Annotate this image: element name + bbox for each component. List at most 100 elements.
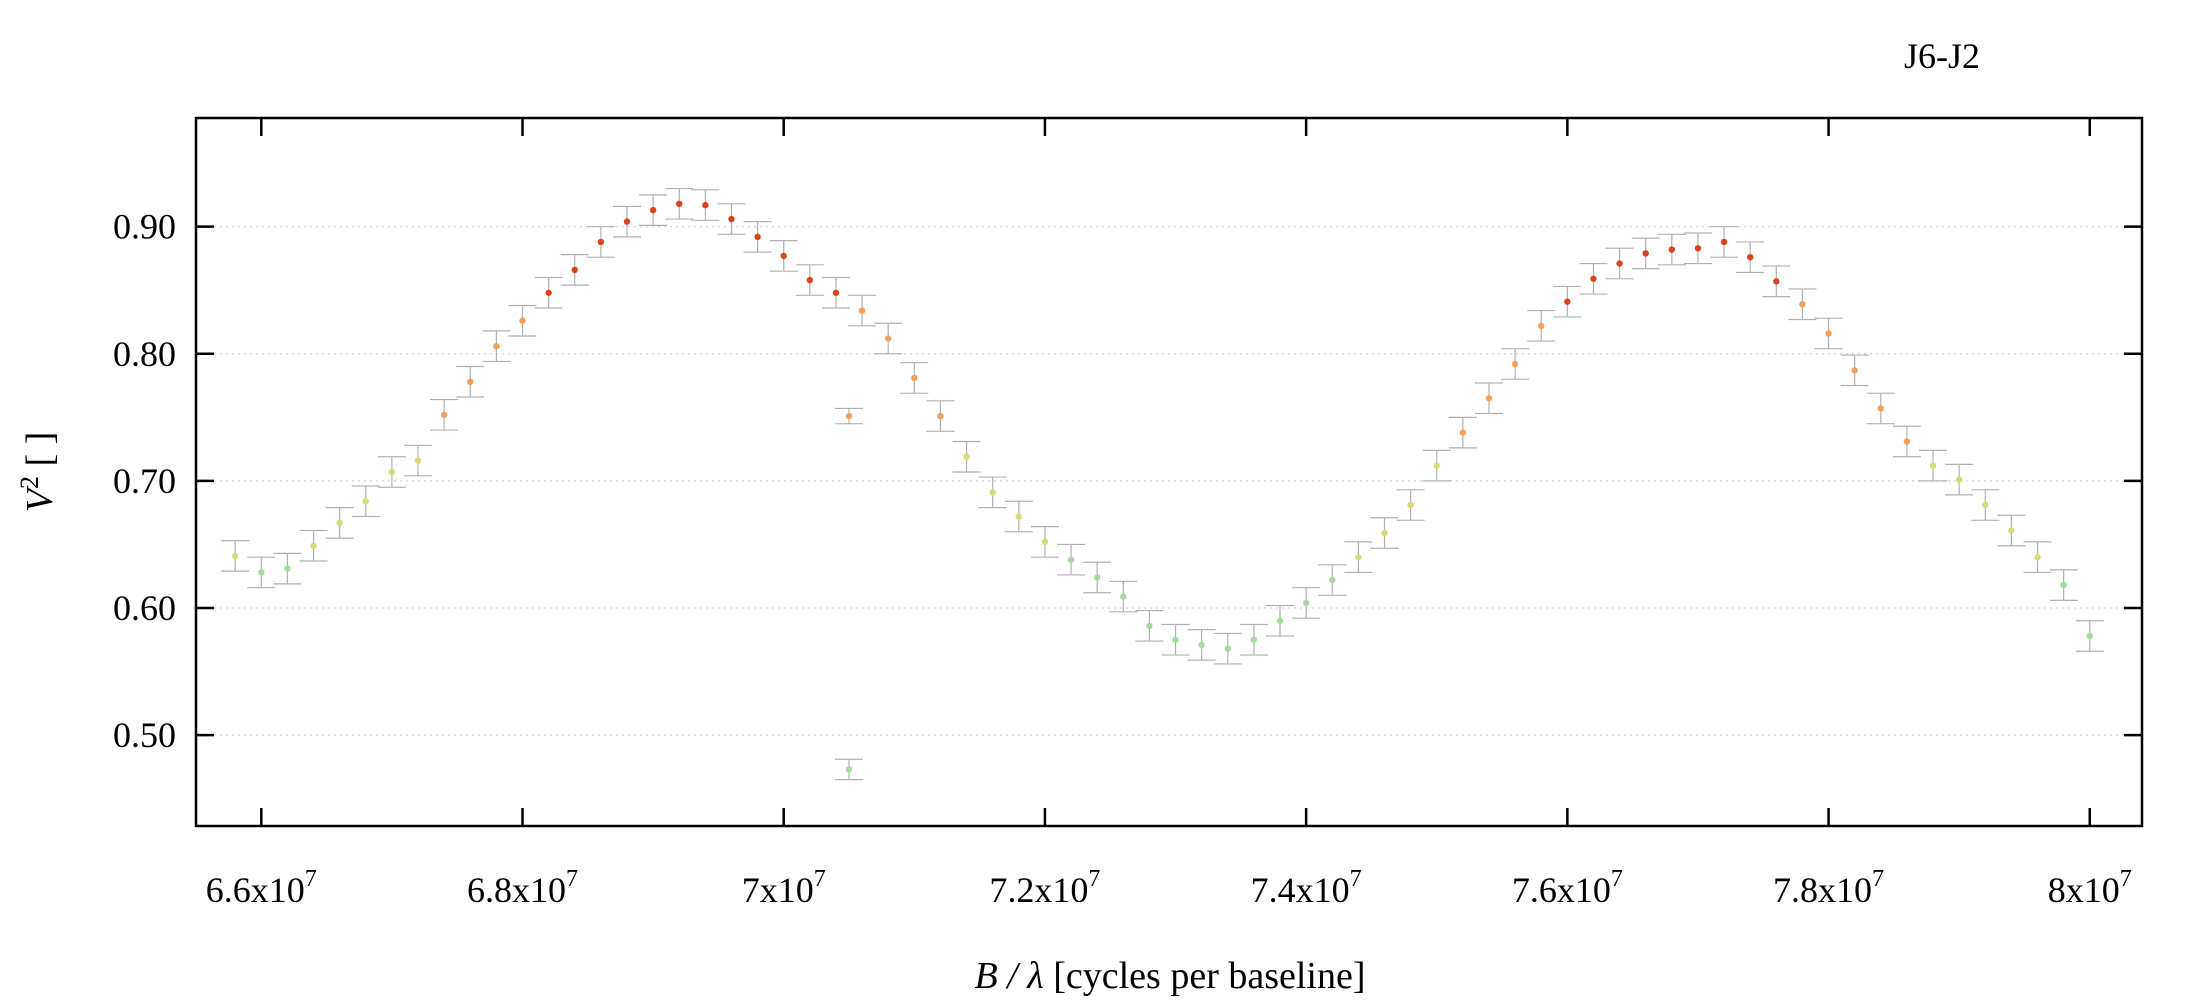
data-marker (1198, 641, 1205, 649)
data-point (795, 264, 824, 296)
data-point (1945, 463, 1974, 496)
data-point (1919, 449, 1948, 482)
data-marker (1276, 617, 1284, 624)
x-tick-label: 6.8x107 (467, 866, 578, 910)
data-point (1213, 632, 1242, 665)
data-point (612, 205, 641, 238)
data-point (835, 407, 864, 425)
data-marker (1773, 278, 1780, 285)
data-point (1474, 382, 1503, 415)
data-point (586, 226, 615, 258)
data-point (821, 276, 850, 309)
data-marker (258, 569, 265, 576)
data-point (1971, 489, 2000, 521)
data-marker (963, 453, 970, 460)
x-tick-label: 8x107 (2048, 866, 2132, 910)
data-point (299, 529, 328, 562)
data-point (874, 322, 903, 355)
data-point (717, 203, 746, 235)
data-point (1396, 489, 1425, 521)
data-marker (989, 489, 996, 496)
data-marker (1642, 250, 1649, 257)
data-marker (519, 317, 526, 324)
data-point (1448, 416, 1477, 449)
data-marker (1511, 360, 1519, 368)
data-marker (1851, 367, 1858, 374)
y-axis-title: V2 [ ] (15, 432, 61, 513)
data-point (1135, 609, 1164, 642)
data-marker (676, 200, 683, 207)
y-tick-label: 0.50 (113, 715, 176, 755)
data-marker (702, 201, 709, 209)
data-point (1292, 587, 1321, 619)
data-marker (1929, 462, 1937, 469)
data-marker (911, 374, 918, 382)
y-tick-label: 0.90 (113, 207, 176, 247)
data-marker (1564, 298, 1571, 305)
data-point (221, 540, 250, 572)
data-marker (937, 412, 944, 420)
data-marker (1224, 645, 1231, 652)
data-point (1318, 564, 1347, 596)
data-marker (1825, 330, 1832, 337)
data-point (769, 240, 798, 272)
data-marker (284, 565, 291, 572)
data-marker (1799, 301, 1806, 308)
data-point (1866, 392, 1895, 425)
data-point (1683, 232, 1712, 265)
data-marker (1433, 462, 1440, 469)
data-marker (780, 252, 787, 260)
data-marker (1093, 574, 1101, 581)
data-marker (1955, 476, 1963, 483)
data-marker (1250, 636, 1258, 643)
data-point (273, 552, 302, 585)
data-marker (362, 498, 369, 505)
data-marker (388, 468, 396, 476)
data-marker (832, 289, 840, 296)
data-marker (231, 552, 239, 560)
data-marker (1590, 275, 1597, 282)
plot-frame (194, 116, 2144, 828)
data-marker (2060, 581, 2067, 589)
data-marker (1538, 322, 1545, 330)
data-marker (1407, 501, 1414, 509)
data-point (1004, 500, 1033, 533)
data-marker (440, 411, 448, 419)
data-point (978, 476, 1007, 509)
data-marker (1616, 260, 1623, 267)
x-axis-title-sep: / (998, 955, 1028, 997)
data-marker (1903, 438, 1911, 445)
data-marker (1355, 553, 1362, 561)
grid-lines (196, 225, 2142, 736)
data-point (404, 444, 433, 477)
data-point (1239, 623, 1268, 656)
data-marker (806, 276, 814, 284)
x-tick-label: 7.6x107 (1512, 866, 1623, 910)
x-tick-label: 7x107 (742, 866, 826, 910)
data-point (1109, 580, 1138, 613)
y-axis-title-var: V (19, 485, 61, 512)
data-point (1527, 309, 1556, 342)
data-point (1605, 247, 1634, 280)
y-axis-title-sup: 2 (15, 476, 44, 489)
x-axis-title: B / λ [cycles per baseline] (974, 955, 1365, 997)
data-marker (1877, 405, 1884, 412)
data-point (848, 294, 877, 327)
data-point (534, 276, 563, 309)
data-point (639, 194, 668, 227)
data-point (2075, 620, 2104, 652)
data-point (1370, 517, 1399, 549)
data-point (1344, 541, 1373, 574)
data-point (430, 398, 459, 431)
y-axis-title-unit: [ ] (19, 432, 61, 476)
data-point (926, 400, 955, 432)
data-marker (845, 412, 853, 420)
data-marker (545, 289, 552, 296)
data-point (1657, 233, 1686, 266)
y-tick-label: 0.60 (113, 588, 176, 628)
data-marker (2086, 632, 2093, 640)
data-point (665, 187, 694, 220)
data-marker (1302, 599, 1310, 607)
data-point (1057, 543, 1086, 576)
